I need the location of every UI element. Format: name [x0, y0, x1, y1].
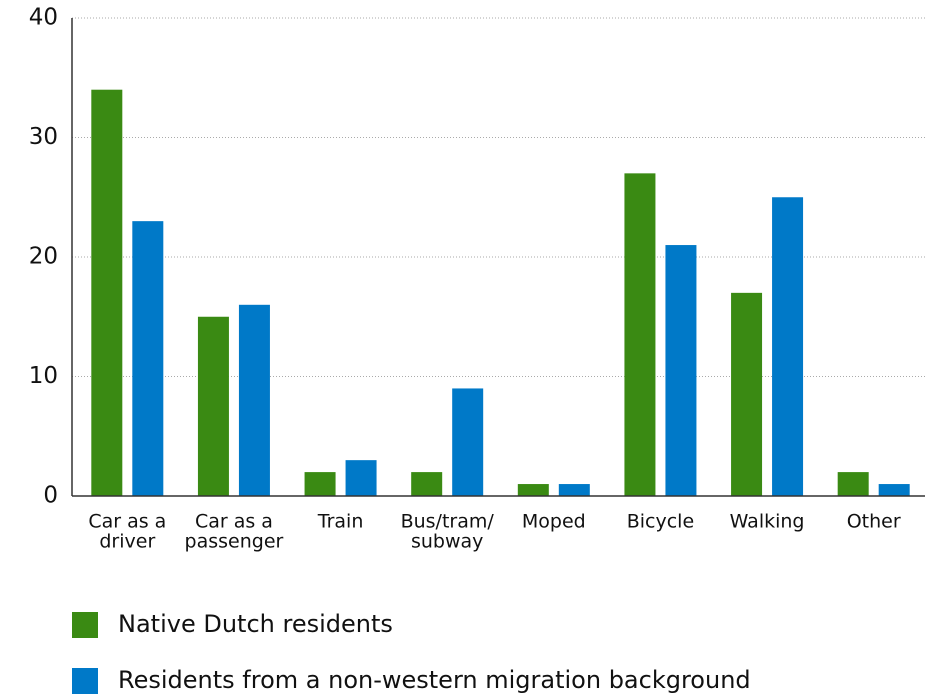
- bar: [304, 472, 336, 496]
- bar: [837, 472, 869, 496]
- x-tick-label: Car as a: [195, 511, 273, 533]
- x-tick-label: subway: [411, 531, 483, 553]
- bar: [345, 460, 377, 496]
- y-tick-label: 30: [29, 124, 58, 150]
- bar: [517, 484, 549, 496]
- bar: [624, 173, 656, 496]
- y-tick-label: 10: [29, 363, 58, 389]
- x-tick-label: driver: [99, 531, 155, 553]
- bar: [132, 221, 164, 496]
- bar: [772, 197, 804, 496]
- legend-swatch: [72, 668, 98, 694]
- y-tick-label: 0: [43, 483, 58, 509]
- bar: [558, 484, 590, 496]
- y-tick-label: 40: [29, 5, 58, 31]
- bar: [878, 484, 910, 496]
- bar: [91, 89, 123, 496]
- bar: [238, 304, 270, 496]
- legend-swatch: [72, 612, 98, 638]
- x-tick-label: Bus/tram/: [401, 511, 495, 533]
- bar: [411, 472, 443, 496]
- x-tick-label: Car as a: [88, 511, 166, 533]
- bar: [197, 316, 229, 496]
- x-tick-label: Moped: [522, 511, 586, 533]
- bar: [665, 245, 697, 496]
- legend-label: Residents from a non-western migration b…: [118, 666, 751, 694]
- x-tick-label: passenger: [185, 531, 284, 553]
- x-tick-label: Bicycle: [627, 511, 694, 533]
- y-tick-label: 20: [29, 244, 58, 270]
- x-tick-label: Other: [847, 511, 901, 533]
- x-tick-label: Train: [317, 511, 364, 533]
- legend-label: Native Dutch residents: [118, 610, 393, 638]
- bar: [731, 292, 763, 496]
- bar: [452, 388, 484, 496]
- x-tick-label: Walking: [730, 511, 805, 533]
